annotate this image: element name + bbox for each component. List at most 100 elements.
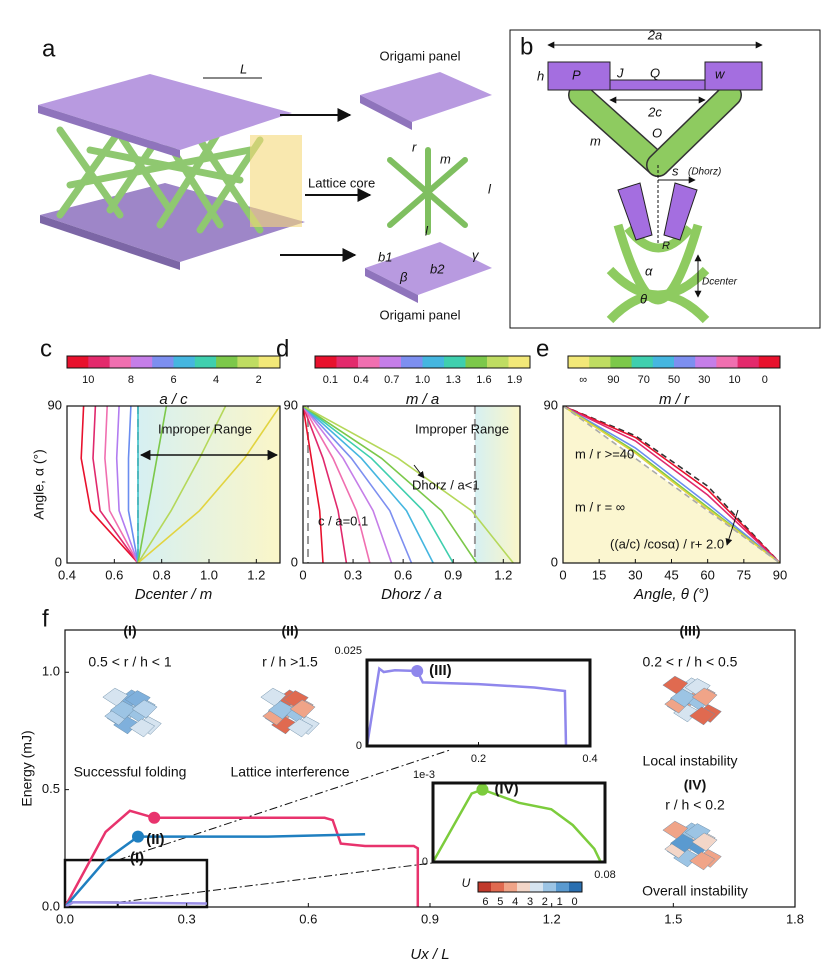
colorbar-swatch <box>737 356 760 368</box>
colorbar-swatch <box>652 356 675 368</box>
label: Dcenter <box>702 277 738 288</box>
colorbar-tick-label: 0 <box>762 374 768 386</box>
render-facet <box>282 690 309 709</box>
colorbar-swatch <box>358 356 380 368</box>
render-facet <box>662 675 689 695</box>
data-line <box>303 406 478 563</box>
chart: 0 0.3 0.6 0.9 1.2 0 90 Dhorz / a d 0.1 0.4 0.7 1.0 1.… <box>276 335 531 603</box>
render-facet <box>684 823 711 842</box>
colorbar-swatch <box>379 356 402 368</box>
label: l <box>488 181 492 196</box>
bottom-plate <box>40 183 305 262</box>
annotation: (IV) <box>684 777 707 793</box>
y-tick-label: 90 <box>544 397 558 412</box>
colorbar-swatch <box>130 356 153 368</box>
annotation: 0.2 < r / h < 0.5 <box>643 654 738 670</box>
x-tick-label: 0.3 <box>178 911 196 926</box>
x-tick-label: 45 <box>664 567 678 582</box>
annotation: (I) <box>123 623 136 639</box>
data-line <box>563 406 780 563</box>
data-line <box>367 666 568 746</box>
colorbar-label: m / a <box>406 391 439 408</box>
strut <box>569 84 669 176</box>
panel-label: b <box>520 33 533 60</box>
series-label: (I) <box>130 850 144 867</box>
joint <box>606 266 710 324</box>
annotation: Successful folding <box>74 764 187 780</box>
plate-edge <box>40 215 180 270</box>
chart: 0.4 0.6 0.8 1.0 1.2 0 90 Dcenter / m Angle, α (°… <box>31 335 281 603</box>
colorbar-tick-label: 4 <box>213 374 219 386</box>
panel-render <box>365 242 492 295</box>
point-marker <box>411 665 424 678</box>
block <box>547 61 611 91</box>
x-tick-label: 0.9 <box>444 567 462 582</box>
colorbar-swatch <box>631 356 654 368</box>
series-group <box>80 406 280 563</box>
data-line <box>137 406 227 563</box>
data-line <box>563 406 780 563</box>
label: (Dhorz) <box>688 167 721 178</box>
render-facet <box>289 699 316 719</box>
y-tick-label: 1.0 <box>42 664 60 679</box>
x-tick-label: 0.4 <box>582 753 597 765</box>
x-tick-label: 1.0 <box>200 567 218 582</box>
x-tick-label: 0.0 <box>56 911 74 926</box>
colorbar-tick-label: 8 <box>128 374 134 386</box>
data-line <box>303 406 413 563</box>
colorbar-tick-label: 10 <box>728 374 740 386</box>
colorbar-label: U <box>462 876 471 890</box>
zoom-link <box>117 749 451 861</box>
label: θ <box>640 291 647 306</box>
colorbar-tick-label: 50 <box>668 374 680 386</box>
chart: 0 15 30 45 60 75 90 0 90 Angle, θ (°) e ∞ 90 70 50 30 10… <box>536 335 787 603</box>
label: b2 <box>430 261 445 276</box>
panel-render <box>360 72 492 122</box>
data-line <box>303 406 324 563</box>
label: R <box>662 240 670 252</box>
data-line <box>303 406 393 563</box>
plot-frame <box>431 781 607 864</box>
annotation: Lattice interference <box>230 764 349 780</box>
colorbar-label: a / c <box>159 391 188 408</box>
label: m <box>590 133 601 148</box>
colorbar-swatch <box>109 356 132 368</box>
x-tick-label: 1.2 <box>494 567 512 582</box>
data-line <box>303 406 434 563</box>
panel-label: a <box>42 35 56 62</box>
data-line <box>433 788 602 862</box>
colorbar-swatch <box>216 356 238 368</box>
y-tick-label: 0.025 <box>334 645 362 657</box>
plate-edge <box>38 105 180 158</box>
x-axis-label: Angle, θ (°) <box>633 586 709 603</box>
colorbar-tick-label: 0.1 <box>323 374 338 386</box>
series-group <box>367 666 568 746</box>
x-tick-label: 0.8 <box>153 567 171 582</box>
y-axis-label: Energy (mJ) <box>19 730 35 806</box>
x-tick-label: 30 <box>628 567 642 582</box>
colorbar-tick-label: 2 <box>256 374 262 386</box>
series-group <box>433 788 602 862</box>
colorbar-swatch <box>315 356 337 368</box>
panel-frame <box>509 29 821 329</box>
colorbar-swatch <box>610 356 633 368</box>
y-tick-label: 0 <box>422 856 428 868</box>
data-line <box>563 406 780 563</box>
data-line <box>303 406 514 563</box>
annot-arrow <box>725 509 739 546</box>
colorbar-tick-label: 5 <box>497 896 503 908</box>
colorbar-tick-label: 0 <box>572 896 578 908</box>
data-line <box>563 406 780 563</box>
top-plate <box>38 74 292 150</box>
label: 2c <box>647 104 662 119</box>
x-tick-label: 0.6 <box>105 567 123 582</box>
y-multiplier: 1e-3 <box>413 769 435 781</box>
label: s <box>672 163 679 178</box>
labels: 2a h P J Q w 2c m O s (Dhorz) R α θ Dcen… <box>537 27 738 306</box>
x-tick-label: 1.2 <box>543 911 561 926</box>
label: J <box>616 65 624 80</box>
panel-label: d <box>276 335 289 362</box>
panel-b: b 2a h P J Q w 2c m O s (Dhorz) R α θ Dc… <box>509 27 821 329</box>
colorbar-swatch <box>194 356 217 368</box>
colorbar-swatch <box>504 882 518 892</box>
